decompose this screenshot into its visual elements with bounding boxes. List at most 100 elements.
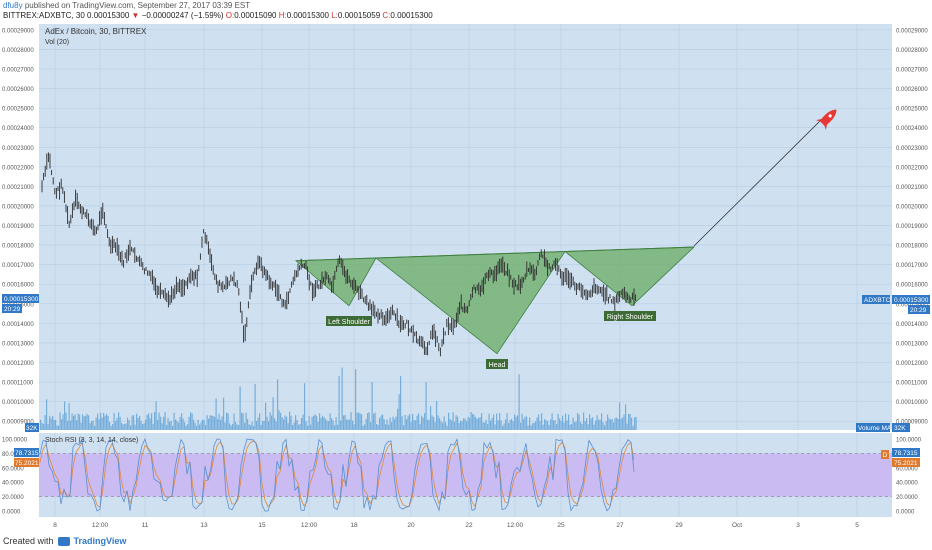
volume-bar [41,423,43,430]
tradingview-brand[interactable]: TradingView [73,536,127,546]
volume-bar [593,424,595,430]
x-tick-label: Oct [732,522,742,529]
volume-bar [328,421,330,430]
volume-bar [176,420,178,430]
volume-bar [83,416,85,430]
volume-bar [320,418,322,430]
volume-bar [203,419,205,430]
volume-bar [208,418,210,430]
volume-bar [359,413,361,430]
rsi-tick-label-left: 60.0000 [2,466,24,472]
left-shoulder-label: Left Shoulder [328,319,370,326]
volume-bar [499,412,501,430]
volume-bar [548,425,550,430]
volume-bar [229,423,231,430]
volume-bar [224,422,226,430]
volume-bar [395,416,397,430]
volume-bar [433,417,435,430]
volume-bar [230,425,232,430]
volume-bar [518,374,520,430]
volume-bar [182,418,184,430]
volume-bar [193,419,195,430]
price-pane-bg [39,24,892,430]
volume-bar [119,416,121,430]
volume-bar [350,412,352,430]
volume-bar [530,425,532,430]
volume-bar [479,417,481,430]
volume-bar [44,415,46,430]
volume-bar [353,424,355,430]
volume-bar [623,414,625,430]
rsi-band [39,453,892,497]
volume-bar [209,415,211,430]
volume-bar [431,415,433,430]
volume-bar [239,386,241,430]
volume-bar [454,421,456,430]
volume-bar [49,415,51,430]
volume-bar [467,416,469,430]
author-name[interactable]: dfu8y [3,1,23,10]
volume-bar [503,423,505,430]
volume-bar [71,413,73,430]
volume-bar [425,382,427,430]
x-tick-label: 15 [258,522,266,529]
volume-bar [197,419,199,430]
volume-bar [242,413,244,430]
volume-bar [374,412,376,430]
volume-bar [533,422,535,430]
volume-bar [482,422,484,430]
volume-bar [295,415,297,430]
volume-bar [535,421,537,430]
x-tick-label: 13 [200,522,208,529]
volume-bar [137,418,139,430]
volume-bar [241,412,243,430]
rsi-tick-label-left: 40.0000 [2,481,24,487]
volume-bar [133,415,135,430]
volume-bar [598,419,600,430]
volume-bar [392,416,394,430]
volume-bar [541,413,543,430]
y-tick-label-right: 0.00012000 [896,361,928,367]
volume-bar [280,412,282,430]
y-tick-label-left: 0.00024000 [2,126,34,132]
rsi-tick-label-right: 100.0000 [896,438,922,444]
volume-bar [322,415,324,430]
volume-bar [586,418,588,430]
volume-bar [236,424,238,430]
volume-badge-right: 32K [894,425,906,432]
volume-bar [170,420,172,430]
volume-bar [611,419,613,430]
price-chart[interactable]: Left Shoulder Head Right Shoulder 0.0002… [0,22,932,534]
volume-bar [341,367,343,430]
y-tick-label-left: 0.00025000 [2,107,34,113]
volume-bar [394,418,396,430]
volume-bar [256,421,258,430]
volume-bar [178,422,180,430]
volume-bar [380,415,382,430]
volume-bar [397,408,399,430]
volume-bar [523,419,525,430]
x-tick-label: 22 [465,522,473,529]
volume-bar [88,415,90,430]
volume-bar [415,420,417,430]
volume-bar [478,417,480,430]
price-series [41,152,637,357]
volume-bar [287,422,289,430]
volume-bar [457,416,459,430]
volume-bar [463,418,465,430]
stoch-rsi-series [39,437,892,512]
volume-bar [409,414,411,430]
volume-bar [413,419,415,430]
left-shoulder-label-bg [326,316,372,326]
volume-bar [76,420,78,430]
volume-badge-left: 32K [26,425,38,432]
volume-bars [40,367,637,430]
volume-bar [403,425,405,430]
volume-bar [158,412,160,430]
volume-bar [506,413,508,430]
volume-bar [91,421,93,430]
volume-bar [370,422,372,430]
volume-bar [536,417,538,430]
y-tick-label-left: 0.00019000 [2,224,34,230]
volume-bar [271,415,273,430]
